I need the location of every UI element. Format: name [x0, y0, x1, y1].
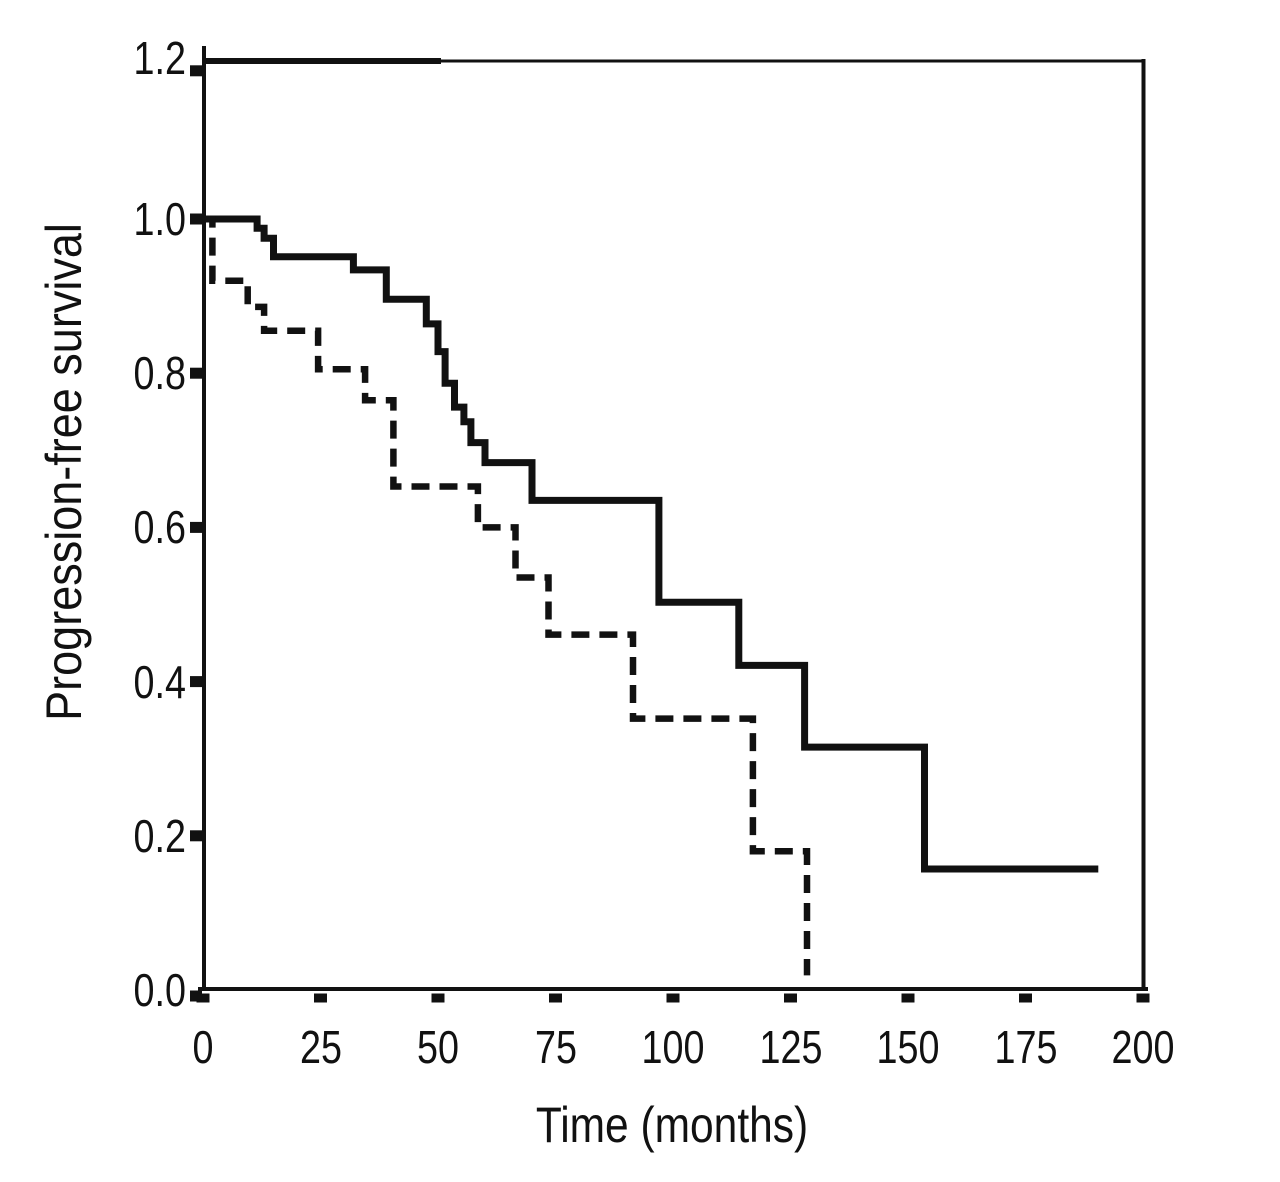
x-tick-mark: [784, 993, 797, 1003]
y-tick-label: 1.2: [133, 31, 186, 84]
y-tick-mark: [190, 213, 202, 225]
y-tick-mark: [190, 521, 202, 533]
y-axis-title: Progression-free survival: [36, 223, 92, 721]
x-tick-label: 25: [299, 1021, 342, 1073]
x-axis-title: Time (months): [535, 1097, 809, 1153]
dashed-curve: [203, 215, 811, 976]
solid-curve: [203, 215, 1099, 873]
y-tick-mark: [190, 990, 202, 1002]
y-tick-mark: [190, 676, 202, 688]
y-tick-label: 0.0: [133, 964, 186, 1016]
y-tick-mark: [190, 830, 202, 842]
x-tick-label: 125: [759, 1021, 822, 1073]
y-tick-label: 1.0: [133, 193, 186, 245]
x-tick-label: 150: [876, 1021, 940, 1073]
y-tick-label: 0.8: [133, 347, 186, 400]
x-tick-mark: [1019, 993, 1032, 1003]
x-tick-label: 75: [534, 1021, 577, 1073]
x-tick-mark: [549, 993, 562, 1003]
x-tick-label: 0: [192, 1021, 214, 1073]
x-tick-mark: [901, 993, 915, 1003]
x-tick-label: 175: [994, 1021, 1057, 1073]
y-tick-mark: [190, 367, 202, 379]
x-tick-label: 50: [417, 1021, 459, 1073]
x-tick-mark: [1136, 993, 1150, 1003]
x-tick-mark: [314, 993, 327, 1003]
y-tick-label: 0.2: [133, 809, 186, 862]
y-tick-label: 0.6: [133, 501, 186, 554]
x-tick-label: 200: [1111, 1021, 1175, 1073]
y-tick-label: 0.4: [133, 655, 186, 708]
x-tick-mark: [666, 993, 680, 1003]
x-tick-mark: [431, 993, 445, 1003]
y-tick-mark: [190, 65, 202, 77]
x-tick-label: 100: [641, 1021, 705, 1073]
x-tick-mark: [196, 993, 210, 1003]
